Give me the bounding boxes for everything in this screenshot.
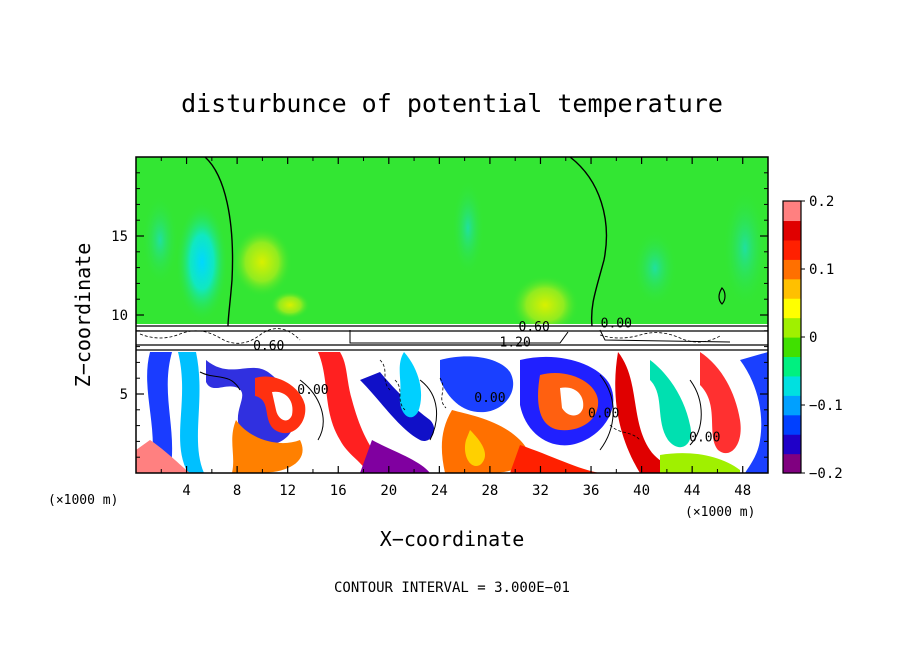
chart-title: disturbunce of potential temperature xyxy=(181,89,723,118)
colorbar-segment xyxy=(783,356,801,377)
colorbar-segment xyxy=(783,259,801,280)
x-unit-label-right: (×1000 m) xyxy=(685,505,755,520)
contour-label: 0.00 xyxy=(588,407,619,422)
yellow-anomaly xyxy=(511,275,579,335)
x-tick-label: 36 xyxy=(583,483,600,499)
x-axis-title: X−coordinate xyxy=(380,527,525,551)
x-tick-label: 12 xyxy=(279,483,296,499)
x-tick-label: 24 xyxy=(431,483,448,499)
cyan-anomaly xyxy=(723,188,767,308)
yellow-anomaly xyxy=(270,291,310,319)
y-tick-label: 5 xyxy=(120,387,128,403)
x-tick-label: 28 xyxy=(481,483,498,499)
contour-line xyxy=(718,287,726,305)
contour-line xyxy=(199,371,702,451)
contour-label: 0.00 xyxy=(601,317,632,332)
x-tick-label: 20 xyxy=(380,483,397,499)
contour-label: 1.20 xyxy=(500,336,531,351)
contour-line xyxy=(204,157,234,327)
contour-label: 0.00 xyxy=(297,383,328,398)
contour-label: 0.00 xyxy=(474,391,505,406)
x-tick-label: 40 xyxy=(633,483,650,499)
y-axis-title: Z−coordinate xyxy=(71,243,95,388)
colorbar: 0.2 0.1 0 −0.1 −0.2 xyxy=(782,194,843,482)
colorbar-segment xyxy=(783,220,801,241)
colorbar-segment xyxy=(783,201,801,222)
x-tick-label: 8 xyxy=(233,483,241,499)
x-tick-label: 4 xyxy=(182,483,190,499)
colorbar-tick-label: 0 xyxy=(809,330,817,346)
colorbar-segment xyxy=(783,239,801,260)
interface-band xyxy=(136,324,768,352)
contour-line xyxy=(379,359,641,441)
x-tick-label: 44 xyxy=(684,483,701,499)
contour-line xyxy=(349,329,731,344)
cyan-anomaly xyxy=(176,202,228,322)
contour-label: 0.60 xyxy=(519,320,550,335)
colorbar-segment xyxy=(783,317,801,338)
cyan-anomaly xyxy=(452,180,484,276)
x-tick-label: 48 xyxy=(734,483,751,499)
x-tick-label: 16 xyxy=(330,483,347,499)
contour-label: 0.60 xyxy=(253,339,284,354)
y-tick-label: 10 xyxy=(111,308,128,324)
contour-interval-label: CONTOUR INTERVAL = 3.000E−01 xyxy=(334,580,570,596)
colorbar-segment xyxy=(783,278,801,299)
y-tick-label: 15 xyxy=(111,229,128,245)
colorbar-tick-label: −0.1 xyxy=(809,398,843,414)
contour-label: 0.00 xyxy=(689,430,720,445)
colorbar-tick-label: 0.1 xyxy=(809,262,834,278)
colorbar-segment xyxy=(783,395,801,416)
colorbar-segment xyxy=(783,434,801,455)
upper-field xyxy=(136,157,768,332)
cyan-anomaly xyxy=(142,195,178,285)
turbulent-eddies xyxy=(136,352,768,473)
y-axis: 5 10 15 xyxy=(111,172,768,458)
colorbar-segment xyxy=(783,375,801,396)
contour-labels: 0.600.601.200.000.000.000.000.00 xyxy=(253,317,720,446)
contour-line xyxy=(136,325,768,351)
plot-area xyxy=(136,157,768,473)
x-tick-label: 32 xyxy=(532,483,549,499)
colorbar-segment xyxy=(783,337,801,358)
x-unit-label: (×1000 m) xyxy=(48,493,118,508)
yellow-anomaly xyxy=(232,227,292,297)
colorbar-tick-label: 0.2 xyxy=(809,194,834,210)
x-axis: 4 8 12 16 20 24 28 32 36 40 44 48 xyxy=(160,157,751,499)
colorbar-segment xyxy=(783,453,801,474)
colorbar-segment xyxy=(783,298,801,319)
contour-line xyxy=(569,157,608,327)
contour-line xyxy=(139,328,721,344)
colorbar-tick-label: −0.2 xyxy=(809,466,843,482)
colorbar-segment xyxy=(783,414,801,435)
cyan-anomaly xyxy=(633,230,677,306)
